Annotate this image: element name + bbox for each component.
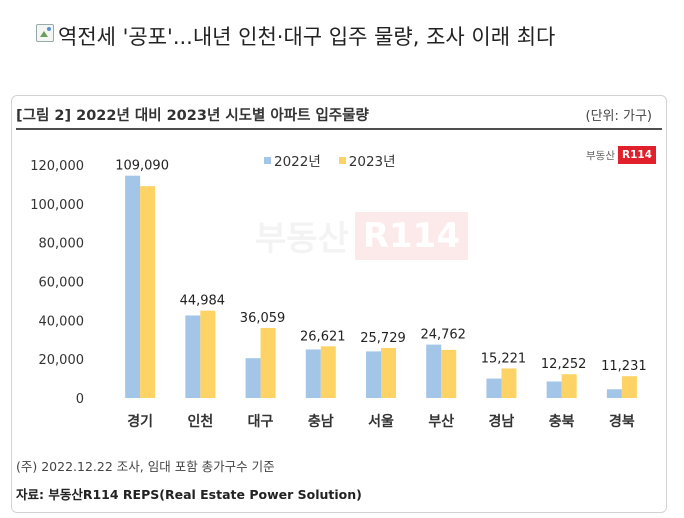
y-tick-label: 0	[76, 392, 84, 407]
y-tick-label: 80,000	[39, 237, 85, 252]
data-label: 24,762	[420, 328, 466, 343]
chart-title: [그림 2] 2022년 대비 2023년 시도별 아파트 입주물량	[16, 108, 369, 124]
y-tick-label: 120,000	[30, 159, 84, 174]
bar-2022	[245, 358, 261, 398]
bar-2023	[621, 376, 637, 398]
bar-2022	[546, 381, 562, 398]
brand-text: 부동산	[586, 149, 615, 162]
x-tick-label: 충북	[549, 414, 575, 430]
legend-label-2023: 2023년	[348, 154, 396, 170]
bar-2023	[561, 374, 577, 398]
footnote: (주) 2022.12.22 조사, 임대 포함 총가구수 기준	[16, 459, 275, 474]
bar-2022	[305, 349, 321, 398]
data-label: 26,621	[300, 329, 346, 344]
bar-2022	[426, 344, 442, 398]
data-label: 12,252	[541, 357, 587, 372]
x-tick-label: 인천	[187, 413, 213, 430]
bar-2023	[320, 346, 336, 398]
y-tick-label: 40,000	[39, 314, 85, 329]
bar-2023	[260, 327, 276, 398]
brand-badge: R114	[617, 146, 656, 164]
y-tick-label: 20,000	[39, 353, 85, 368]
legend-item-2023: 2023년	[338, 150, 396, 170]
bar-2022	[366, 351, 381, 398]
x-tick-label: 충남	[308, 413, 334, 430]
data-label: 11,231	[601, 359, 647, 374]
bar-2022	[606, 389, 622, 398]
headline-text: 역전세 '공포'...내년 인천·대구 입주 물량, 조사 이래 최다	[58, 25, 556, 49]
bar-2023	[381, 348, 396, 398]
x-tick-label: 서울	[368, 413, 394, 430]
bar-2023	[140, 186, 156, 398]
legend-swatch-2023	[338, 156, 346, 164]
y-tick-label: 60,000	[39, 276, 85, 291]
data-label: 44,984	[180, 294, 226, 309]
legend-swatch-2022	[264, 156, 271, 164]
bar-2023	[501, 368, 517, 398]
article-headline: 역전세 '공포'...내년 인천·대구 입주 물량, 조사 이래 최다	[36, 20, 676, 52]
y-tick-label: 100,000	[30, 198, 84, 213]
title-rule	[16, 128, 662, 130]
data-label: 109,090	[115, 159, 169, 174]
chart-legend: 2022년 2023년	[264, 150, 396, 170]
data-label: 36,059	[240, 311, 286, 326]
broken-image-icon	[36, 24, 54, 42]
x-tick-label: 부산	[428, 413, 454, 430]
bar-2022	[185, 315, 201, 398]
legend-item-2022: 2022년	[264, 150, 321, 170]
source-credit: 자료: 부동산R114 REPS(Real Estate Power Solut…	[16, 487, 362, 502]
bar-2022	[125, 175, 141, 398]
legend-label-2022: 2022년	[274, 154, 321, 170]
chart-figure: 부동산 R114 [그림 2] 2022년 대비 2023년 시도별 아파트 입주…	[11, 95, 667, 513]
bar-2023	[441, 349, 457, 398]
x-tick-label: 경기	[127, 413, 153, 430]
unit-label: (단위: 가구)	[585, 109, 653, 124]
brand-logo: 부동산 R114	[586, 146, 656, 164]
data-label: 25,729	[360, 331, 406, 346]
bar-plot: 0 20,000 40,000 60,000 80,000 100,000 120,000 1…	[30, 159, 647, 430]
data-label: 15,221	[481, 351, 527, 366]
x-tick-label: 경북	[609, 413, 635, 430]
bar-2023	[200, 310, 216, 398]
x-tick-label: 경남	[489, 413, 515, 430]
bar-2022	[486, 378, 502, 398]
x-tick-label: 대구	[248, 414, 274, 430]
